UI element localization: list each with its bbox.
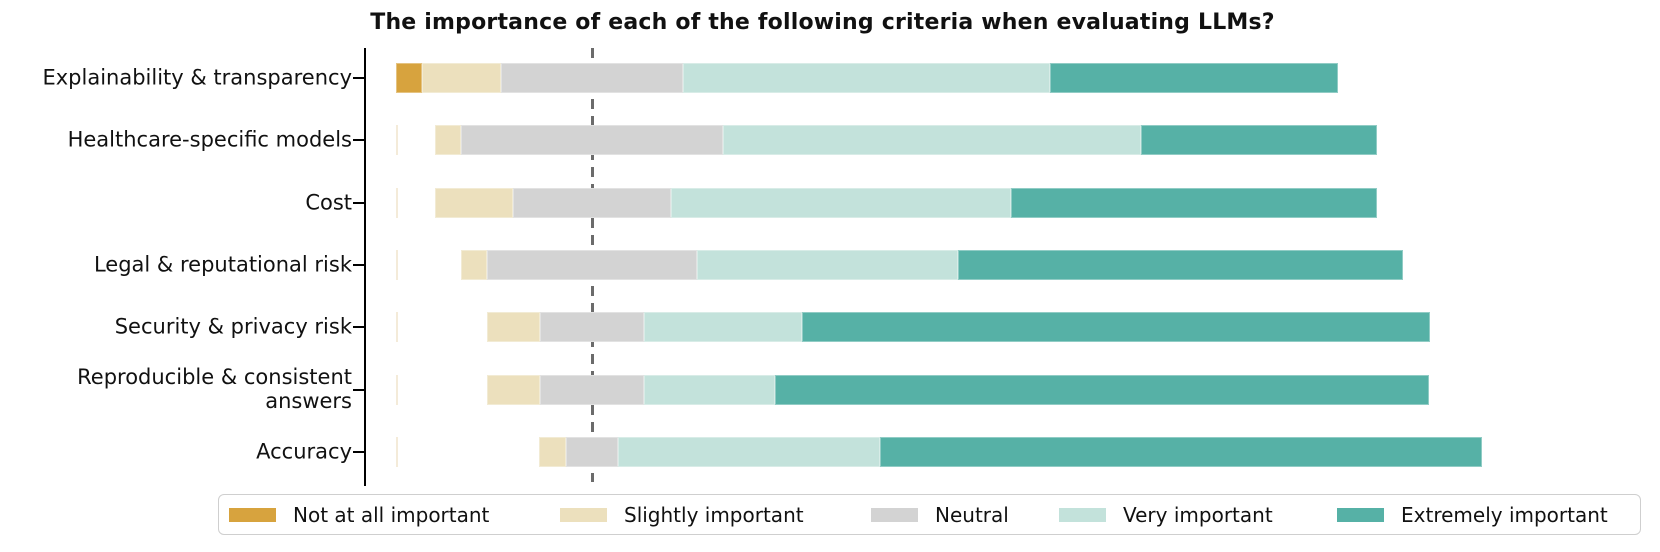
legend-item: Slightly important (560, 495, 804, 534)
legend-item: Extremely important (1337, 495, 1608, 534)
padding-bar-edge (396, 312, 398, 343)
bar-segment (513, 187, 671, 218)
bar-segment (775, 374, 1429, 405)
bar-segment (487, 249, 697, 280)
y-axis-tick (353, 77, 364, 79)
bar-segment (1049, 63, 1339, 93)
bar-segment (683, 63, 1050, 93)
legend-label: Neutral (935, 502, 1009, 527)
padding-bar-edge (396, 374, 398, 405)
padding-bar-edge (396, 125, 398, 156)
bar-segment (565, 436, 619, 467)
legend-swatch-icon (1059, 507, 1106, 522)
legend-label: Very important (1123, 502, 1273, 527)
legend-label: Not at all important (293, 502, 490, 527)
y-axis-tick (353, 326, 364, 329)
bar-segment (500, 63, 684, 93)
bar-segment (396, 63, 423, 93)
padding-bar-edge (396, 249, 398, 280)
category-label: Healthcare-specific models (67, 127, 352, 152)
y-axis-tick (353, 201, 364, 204)
y-axis-tick (353, 388, 364, 391)
bar-segment (618, 436, 881, 467)
y-axis-tick (353, 450, 364, 453)
bar-segment (958, 249, 1404, 280)
legend-swatch-icon (1337, 507, 1384, 522)
bar-segment (539, 312, 645, 343)
bar-segment (644, 312, 802, 343)
bar-segment (722, 125, 1142, 156)
category-label: Accuracy (256, 439, 352, 464)
bar-segment (461, 249, 488, 280)
legend-label: Slightly important (624, 502, 804, 527)
padding-bar-edge (396, 436, 398, 467)
bar-segment (486, 312, 540, 343)
bar-segment (801, 312, 1430, 343)
bar-segment (434, 125, 462, 156)
bar-segment (644, 374, 776, 405)
chart-title: The importance of each of the following … (370, 10, 1275, 35)
y-axis-spine (363, 48, 366, 486)
category-label: Cost (305, 190, 352, 215)
legend-label: Extremely important (1401, 502, 1608, 527)
bar-segment (486, 374, 540, 405)
legend: Not at all important Slightly important Ne… (218, 494, 1641, 535)
category-label: Legal & reputational risk (93, 252, 352, 277)
category-label: Explainability & transparency (42, 65, 352, 90)
legend-item: Very important (1059, 495, 1273, 534)
y-axis-tick (353, 263, 364, 266)
legend-item: Neutral (871, 495, 1009, 534)
category-label: Security & privacy risk (114, 314, 352, 339)
legend-item: Not at all important (229, 495, 489, 534)
bar-segment (461, 125, 723, 156)
bar-segment (539, 436, 566, 467)
y-axis-tick (353, 139, 364, 142)
padding-bar-edge (396, 187, 398, 218)
legend-swatch-icon (560, 507, 607, 522)
bar-segment (1141, 125, 1377, 156)
legend-swatch-icon (871, 507, 918, 522)
legend-swatch-icon (229, 507, 276, 522)
bar-segment (880, 436, 1483, 467)
bar-segment (696, 249, 959, 280)
bar-segment (670, 187, 1011, 218)
category-label: Reproducible & consistent answers (77, 364, 352, 414)
bar-segment (422, 63, 501, 93)
bar-segment (435, 187, 514, 218)
bar-segment (1010, 187, 1378, 218)
bar-segment (539, 374, 645, 405)
